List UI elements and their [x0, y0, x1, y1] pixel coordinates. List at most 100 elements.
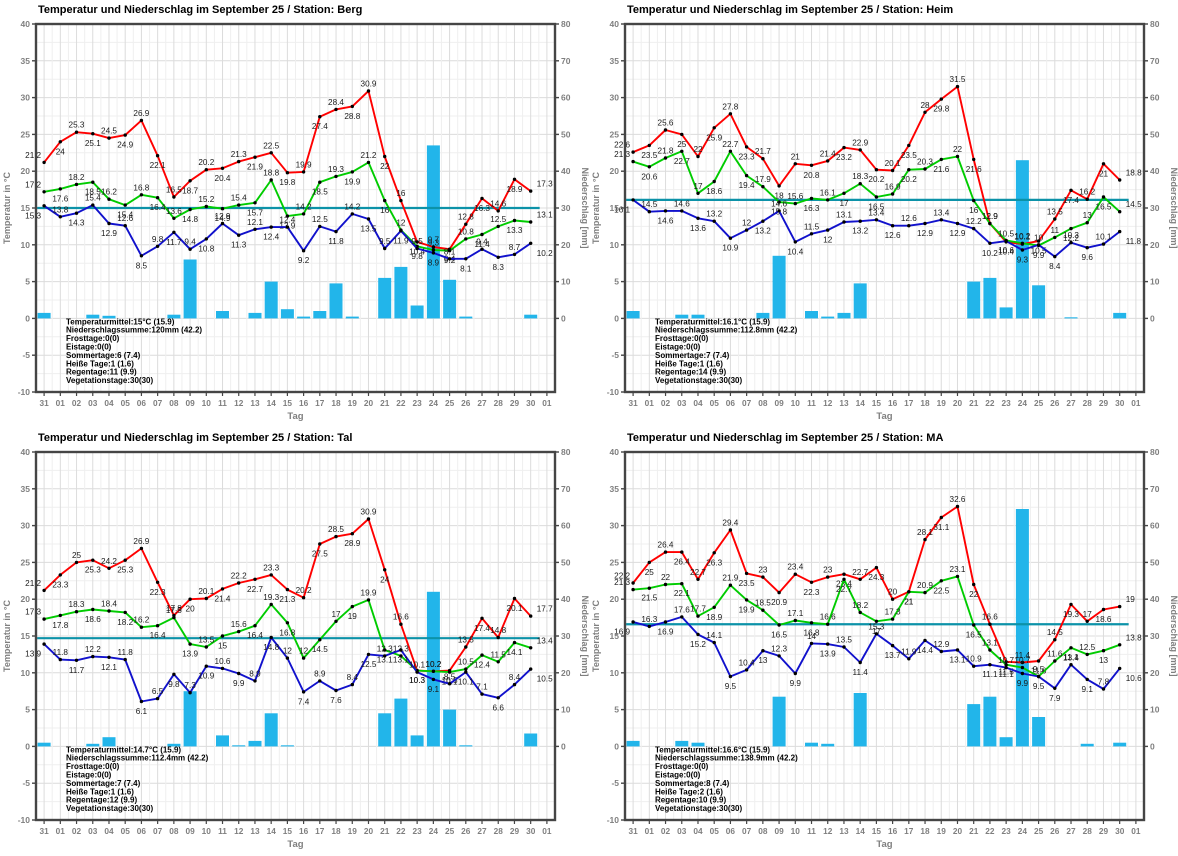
svg-text:13.1: 13.1	[836, 211, 852, 220]
svg-text:17.2: 17.2	[25, 180, 41, 189]
svg-text:22.7: 22.7	[836, 585, 852, 594]
svg-text:01: 01	[56, 826, 66, 836]
svg-text:03: 03	[677, 826, 687, 836]
svg-text:20: 20	[888, 588, 898, 597]
svg-text:50: 50	[561, 129, 571, 139]
svg-text:9.4: 9.4	[476, 238, 488, 247]
svg-text:14.5: 14.5	[312, 645, 328, 654]
svg-text:11: 11	[218, 826, 227, 836]
svg-text:20.1: 20.1	[198, 587, 214, 596]
svg-text:40: 40	[561, 594, 571, 604]
svg-text:17: 17	[839, 199, 849, 208]
svg-text:29: 29	[1099, 826, 1109, 836]
svg-text:-10: -10	[18, 387, 31, 397]
svg-text:18.9: 18.9	[706, 613, 722, 622]
svg-text:7.6: 7.6	[330, 696, 342, 705]
svg-text:9.9: 9.9	[1017, 679, 1029, 688]
svg-text:17: 17	[904, 826, 914, 836]
svg-text:Sommertage:7 (7.4): Sommertage:7 (7.4)	[66, 779, 141, 788]
weather-chart-berg: 21.2 24 25.325.124.524.9 26.9 22.1 16.5 18.7 20…	[2, 4, 589, 422]
svg-text:32.6: 32.6	[950, 495, 966, 504]
svg-text:23.4: 23.4	[836, 580, 852, 589]
svg-text:Sommertage:6 (7.4): Sommertage:6 (7.4)	[66, 351, 141, 360]
svg-text:18.5: 18.5	[85, 188, 101, 197]
svg-text:16.4: 16.4	[150, 203, 166, 212]
svg-text:16.2: 16.2	[133, 616, 149, 625]
svg-text:Vegetationstage:30(30): Vegetationstage:30(30)	[655, 804, 742, 813]
svg-text:Tag: Tag	[876, 411, 892, 422]
svg-text:70: 70	[1150, 484, 1160, 494]
svg-text:10.9: 10.9	[198, 672, 214, 681]
svg-text:01: 01	[542, 398, 552, 408]
svg-text:09: 09	[774, 826, 784, 836]
svg-text:13.2: 13.2	[755, 227, 771, 236]
svg-text:27.4: 27.4	[312, 122, 328, 131]
svg-text:Temperatur in °C: Temperatur in °C	[591, 600, 601, 672]
svg-text:8.9: 8.9	[249, 669, 261, 678]
svg-text:70: 70	[1150, 56, 1160, 66]
svg-text:40: 40	[561, 166, 571, 176]
svg-text:40: 40	[21, 19, 31, 29]
svg-text:0: 0	[614, 313, 619, 323]
svg-text:10: 10	[21, 668, 31, 678]
svg-text:9.9: 9.9	[790, 679, 802, 688]
svg-text:22.7: 22.7	[852, 568, 868, 577]
svg-text:13.1: 13.1	[393, 656, 409, 665]
svg-text:7.1: 7.1	[476, 683, 488, 692]
svg-text:27: 27	[477, 398, 487, 408]
svg-text:9.2: 9.2	[298, 256, 310, 265]
svg-text:14.5: 14.5	[1047, 628, 1063, 637]
svg-text:26.4: 26.4	[658, 541, 674, 550]
svg-text:30: 30	[610, 93, 620, 103]
svg-text:23.3: 23.3	[52, 580, 68, 589]
svg-text:21.2: 21.2	[25, 579, 41, 588]
svg-text:Temperatur und Niederschlag im: Temperatur und Niederschlag im September…	[627, 4, 953, 16]
svg-text:9.5: 9.5	[1033, 682, 1045, 691]
svg-text:15: 15	[21, 631, 31, 641]
svg-text:Niederschlagssumme:138.9mm (42: Niederschlagssumme:138.9mm (42.2)	[655, 754, 798, 763]
svg-text:16.8: 16.8	[804, 628, 820, 637]
svg-text:21.9: 21.9	[247, 163, 263, 172]
svg-text:21: 21	[969, 826, 979, 836]
svg-text:21.3: 21.3	[614, 150, 630, 159]
svg-text:28: 28	[920, 101, 930, 110]
svg-text:30: 30	[561, 203, 571, 213]
svg-text:12.1: 12.1	[101, 663, 117, 672]
svg-text:10.2: 10.2	[425, 660, 441, 669]
svg-text:14.8: 14.8	[182, 215, 198, 224]
svg-text:13.8: 13.8	[1126, 633, 1142, 642]
svg-text:18.8: 18.8	[1126, 169, 1142, 178]
svg-text:14.6: 14.6	[674, 199, 690, 208]
svg-text:18.5: 18.5	[312, 188, 328, 197]
svg-text:15.4: 15.4	[85, 194, 101, 203]
svg-text:14.5: 14.5	[1126, 200, 1142, 209]
svg-text:-5: -5	[611, 350, 619, 360]
svg-text:-5: -5	[611, 778, 619, 788]
svg-text:12.9: 12.9	[917, 229, 933, 238]
svg-text:21.9: 21.9	[722, 574, 738, 583]
svg-text:6.5: 6.5	[152, 687, 164, 696]
svg-text:25.9: 25.9	[706, 133, 722, 142]
svg-text:80: 80	[1150, 447, 1160, 457]
svg-text:06: 06	[137, 826, 147, 836]
svg-text:17.3: 17.3	[537, 180, 553, 189]
svg-text:10.2: 10.2	[1014, 232, 1030, 241]
svg-text:16: 16	[888, 826, 898, 836]
svg-text:0: 0	[561, 741, 566, 751]
svg-text:12.9: 12.9	[215, 212, 231, 221]
svg-text:14.6: 14.6	[658, 216, 674, 225]
svg-text:60: 60	[1150, 93, 1160, 103]
svg-text:Niederschlag [mm]: Niederschlag [mm]	[580, 167, 589, 248]
svg-text:10: 10	[561, 277, 571, 287]
svg-text:11.8: 11.8	[53, 648, 69, 657]
svg-text:21: 21	[1099, 169, 1109, 178]
svg-text:-10: -10	[607, 387, 620, 397]
svg-text:9.8: 9.8	[152, 235, 164, 244]
svg-text:25: 25	[1034, 398, 1044, 408]
svg-text:Niederschlagssumme:112.4mm (42: Niederschlagssumme:112.4mm (42.2)	[66, 754, 209, 763]
svg-text:70: 70	[561, 56, 571, 66]
svg-text:09: 09	[185, 826, 195, 836]
svg-text:09: 09	[774, 398, 784, 408]
svg-text:11.4: 11.4	[1015, 651, 1031, 660]
svg-text:16.4: 16.4	[247, 631, 263, 640]
